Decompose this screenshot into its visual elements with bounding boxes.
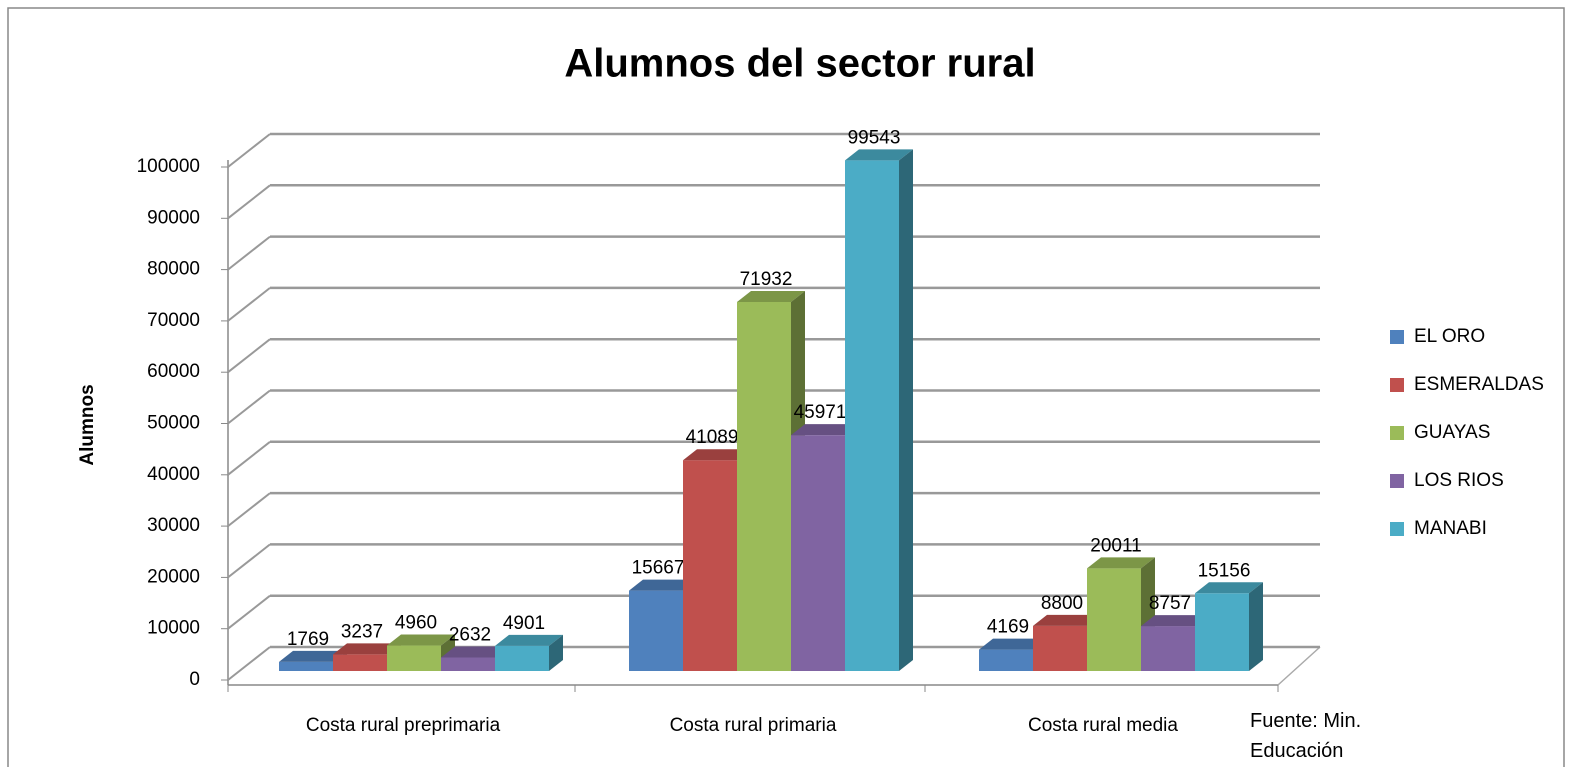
legend-label: EL ORO	[1414, 326, 1485, 347]
bar-front	[387, 645, 441, 671]
grid-line	[227, 594, 271, 630]
value-label: 71932	[740, 269, 793, 290]
bar-top	[1195, 582, 1263, 594]
y-tick-label: 50000	[147, 413, 200, 434]
bar-top	[387, 634, 455, 646]
value-label: 41089	[686, 427, 739, 448]
grid-line	[227, 441, 271, 476]
bar-front	[1033, 625, 1087, 671]
source-note: Fuente: Min. Educación	[1250, 710, 1362, 762]
bar-top	[279, 650, 347, 662]
bar-front	[791, 435, 845, 671]
legend-label: MANABI	[1414, 518, 1487, 539]
value-label: 15156	[1198, 560, 1251, 581]
bar-front	[279, 661, 333, 671]
bar-top	[629, 579, 697, 591]
bar-top	[845, 149, 913, 161]
grid-line	[227, 389, 271, 425]
y-tick-label: 20000	[147, 566, 200, 587]
bar-front	[737, 301, 791, 671]
grid-line	[227, 338, 271, 373]
floor-edge	[1277, 646, 1321, 686]
x-tick-label: Costa rural preprimaria	[306, 715, 501, 736]
bar-top	[441, 646, 509, 658]
bar-front	[441, 657, 495, 671]
value-label: 20011	[1090, 535, 1141, 556]
legend-swatch	[1390, 378, 1404, 392]
grid-line	[227, 133, 271, 168]
legend-swatch	[1390, 522, 1404, 536]
bar-side	[549, 634, 563, 671]
grid-line	[227, 287, 271, 322]
y-tick-label: 0	[189, 669, 200, 690]
value-label: 8800	[1041, 593, 1083, 614]
grid-line	[227, 184, 271, 220]
y-axis-label: Alumnos	[77, 384, 98, 465]
value-label: 4901	[503, 613, 545, 634]
legend-label: ESMERALDAS	[1414, 374, 1544, 395]
grid-line	[227, 235, 271, 271]
y-tick-label: 10000	[147, 618, 200, 639]
bar-front	[1141, 626, 1195, 671]
value-label: 3237	[341, 621, 383, 642]
value-label: 99543	[848, 127, 901, 148]
bar-top	[683, 449, 751, 461]
bar-side	[899, 149, 913, 671]
bar-top	[1087, 557, 1155, 569]
x-tick-label: Costa rural media	[1028, 715, 1178, 736]
bar-front	[1195, 593, 1249, 671]
y-tick-label: 80000	[147, 259, 200, 280]
bar-top	[979, 638, 1047, 650]
bar-top	[791, 424, 859, 436]
y-tick-label: 30000	[147, 515, 200, 536]
grid-line	[227, 543, 271, 579]
y-tick-label: 90000	[147, 207, 200, 228]
grid-line	[227, 646, 271, 681]
legend-swatch	[1390, 474, 1404, 488]
legend-swatch	[1390, 426, 1404, 440]
bar-top	[1033, 614, 1101, 626]
bar-top	[333, 643, 401, 655]
bar-front	[495, 645, 549, 671]
y-tick-label: 40000	[147, 464, 200, 485]
y-tick-label: 60000	[147, 361, 200, 382]
bar-front	[1087, 568, 1141, 671]
bar-front	[333, 654, 387, 671]
value-label: 1769	[287, 629, 329, 650]
grid-line	[227, 492, 271, 527]
bar-side	[1249, 582, 1263, 671]
value-label: 8757	[1149, 593, 1191, 614]
y-tick-label: 100000	[137, 156, 200, 177]
bar-top	[1141, 615, 1209, 627]
value-label: 2632	[449, 625, 491, 646]
value-label: 45971	[794, 402, 847, 423]
legend-label: GUAYAS	[1414, 422, 1490, 443]
value-label: 4169	[987, 617, 1029, 638]
value-label: 4960	[395, 613, 437, 634]
bar-top	[737, 290, 805, 302]
legend-label: LOS RIOS	[1414, 470, 1504, 491]
value-label: 15667	[632, 558, 685, 579]
bar-front	[979, 649, 1033, 671]
bar-front	[845, 160, 899, 671]
x-tick-label: Costa rural primaria	[670, 715, 837, 736]
bar-front	[629, 590, 683, 671]
bar-top	[495, 634, 563, 646]
chart-title: Alumnos del sector rural	[564, 42, 1035, 86]
y-tick-label: 70000	[147, 310, 200, 331]
legend-swatch	[1390, 330, 1404, 344]
bar-front	[683, 460, 737, 671]
